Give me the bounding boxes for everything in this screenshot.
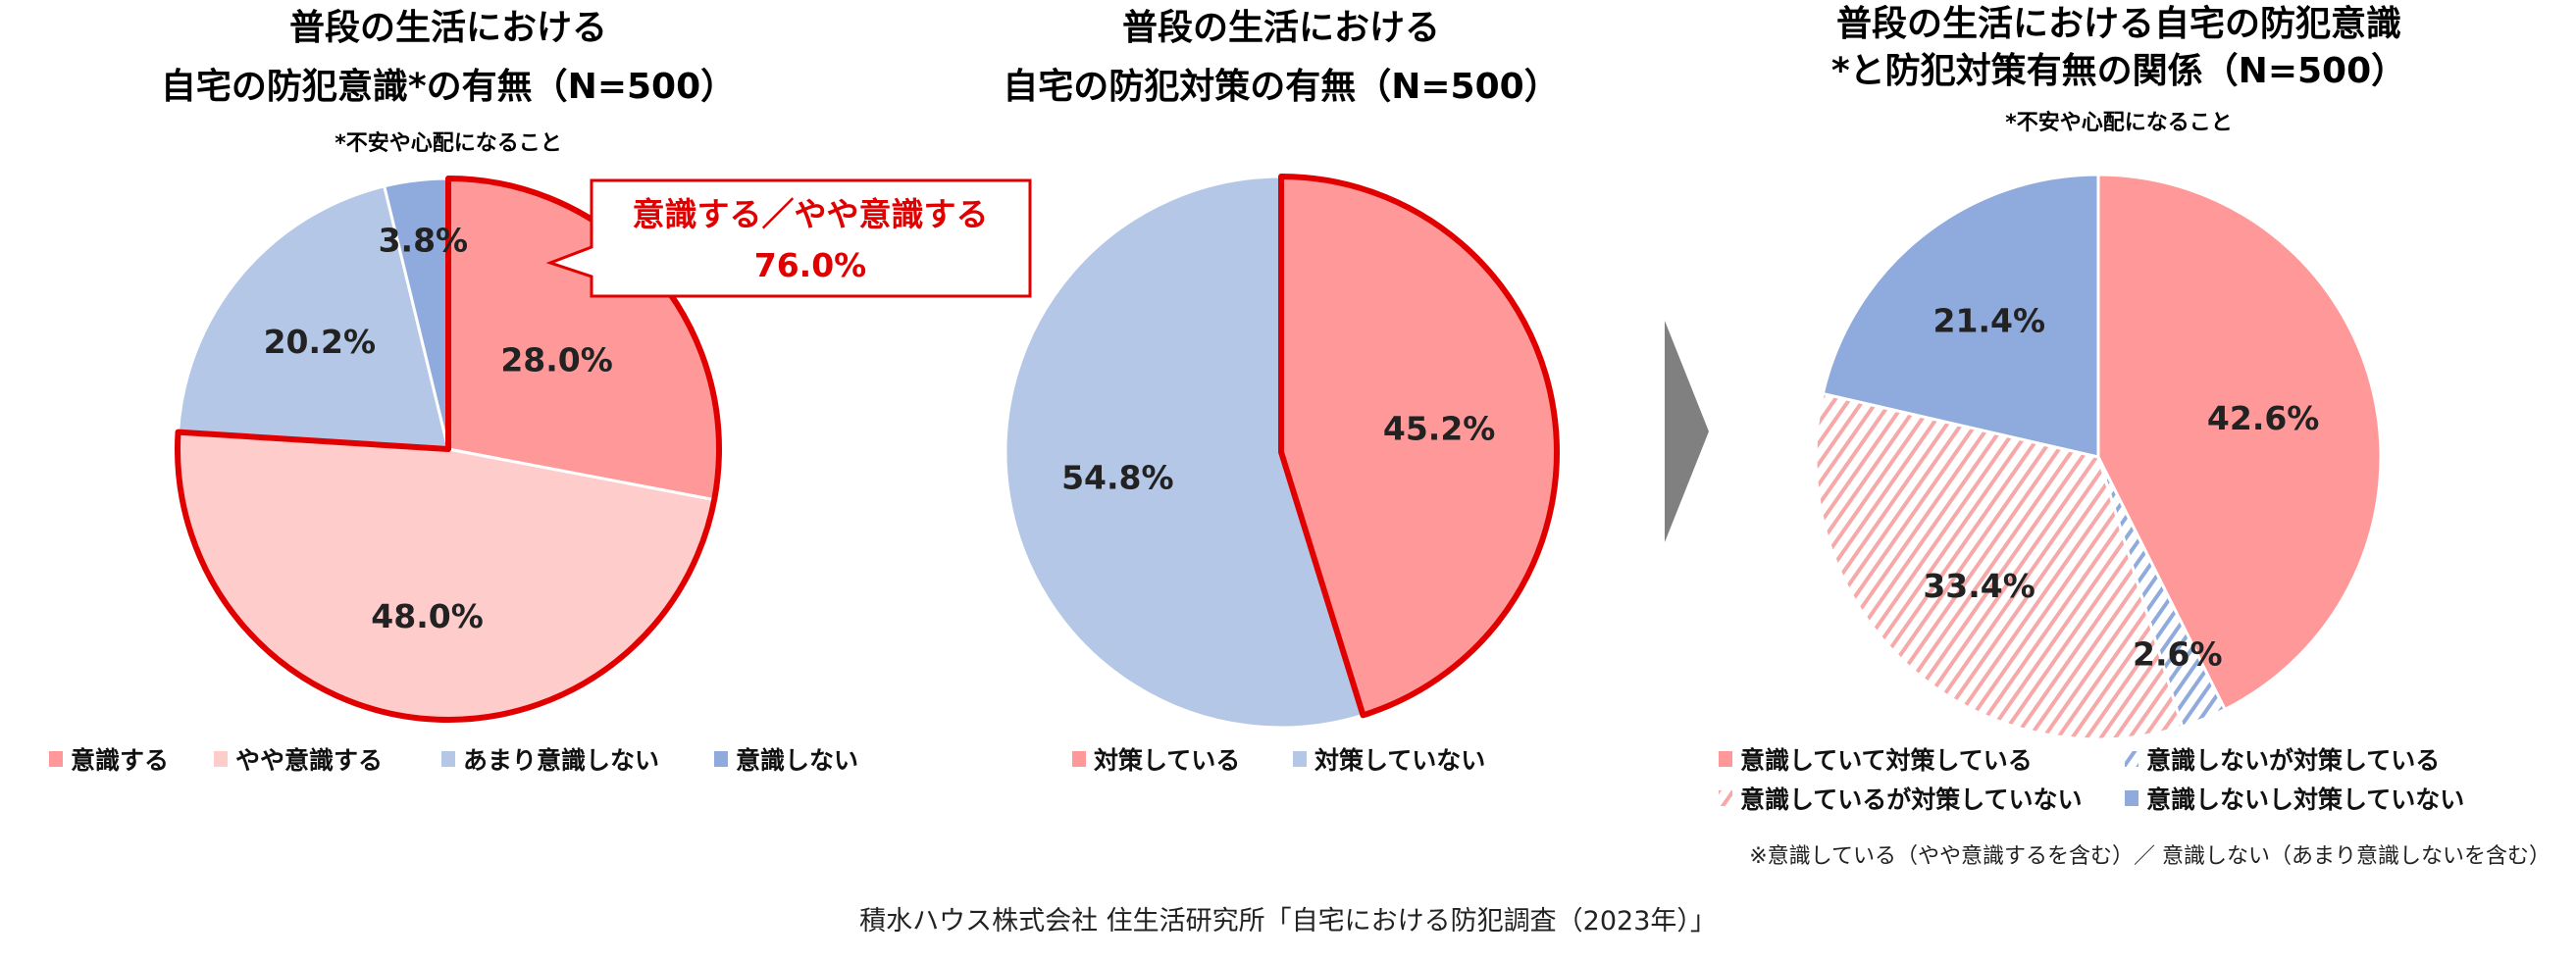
data-label: 45.2% xyxy=(1383,410,1496,448)
chart-note: *不安や心配になること xyxy=(2005,110,2233,135)
chart-title: 普段の生活における自宅の防犯意識 xyxy=(1836,3,2401,44)
callout-label: 意識する／やや意識する xyxy=(633,195,989,233)
legend: 意識する やや意識する あまり意識しない 意識しない xyxy=(49,746,858,775)
data-label: 42.6% xyxy=(2207,399,2320,437)
legend-swatch xyxy=(1719,751,1732,767)
data-label: 3.8% xyxy=(379,221,469,259)
legend-swatch xyxy=(2125,751,2138,767)
legend-label: あまり意識しない xyxy=(463,746,659,775)
footnote: ※意識している（やや意識するを含む）／ 意識しない（あまり意識しないを含む） xyxy=(1749,844,2550,869)
legend-label: 意識しているが対策していない xyxy=(1740,785,2083,814)
arrow-icon xyxy=(1665,321,1709,542)
legend-swatch xyxy=(1719,790,1732,806)
chart-title: 普段の生活における xyxy=(289,8,607,48)
data-label: 21.4% xyxy=(1933,301,2046,339)
legend-swatch xyxy=(441,751,455,767)
legend-label: 意識していて対策している xyxy=(1740,746,2033,775)
legend-label: 意識しないが対策している xyxy=(2146,746,2440,775)
legend-label: 対策していない xyxy=(1314,746,1485,775)
legend-label: やや意識する xyxy=(235,746,383,775)
legend-label: 意識しないし対策していない xyxy=(2146,785,2464,814)
data-label: 20.2% xyxy=(264,323,377,361)
data-label: 48.0% xyxy=(371,597,484,635)
source-text: 積水ハウス株式会社 住生活研究所「自宅における防犯調査（2023年）」 xyxy=(859,906,1717,936)
legend-swatch xyxy=(1293,751,1307,767)
pie-slice-3 xyxy=(1814,391,2185,741)
chart-title: 普段の生活における xyxy=(1122,8,1440,48)
legend-label: 対策している xyxy=(1094,746,1240,775)
pie-chart-1: 普段の生活における自宅の防犯意識*の有無（N=500） *不安や心配になること 28… xyxy=(49,8,1032,775)
legend-swatch xyxy=(2125,790,2138,806)
legend-swatch xyxy=(714,751,728,767)
pie-slice-3 xyxy=(176,184,450,451)
pie-slice-4 xyxy=(1821,173,2100,459)
chart-title: 自宅の防犯意識*の有無（N=500） xyxy=(161,66,736,107)
pie-slice-1 xyxy=(2096,173,2383,712)
data-label: 28.0% xyxy=(500,341,613,379)
legend-swatch xyxy=(214,751,228,767)
legend: 対策している 対策していない xyxy=(1072,746,1485,775)
legend-label: 意識しない xyxy=(736,746,858,775)
data-label: 54.8% xyxy=(1061,458,1174,496)
chart-note: *不安や心配になること xyxy=(335,130,562,156)
highlight-outline xyxy=(1278,174,1560,719)
data-label: 2.6% xyxy=(2133,634,2223,673)
chart-title: *と防犯対策有無の関係（N=500） xyxy=(1831,51,2406,91)
pie-slice-2 xyxy=(1004,175,1365,730)
data-label: 33.4% xyxy=(1923,567,2035,605)
legend-swatch xyxy=(49,751,63,767)
callout-value: 76.0% xyxy=(754,246,867,284)
legend-swatch xyxy=(1072,751,1086,767)
chart-title: 自宅の防犯対策の有無（N=500） xyxy=(1003,66,1559,107)
callout-box: 意識する／やや意識する 76.0% xyxy=(545,178,1032,298)
pie-chart-3: 普段の生活における自宅の防犯意識 *と防犯対策有無の関係（N=500） *不安や心配… xyxy=(1719,3,2550,869)
legend-label: 意識する xyxy=(71,746,169,775)
